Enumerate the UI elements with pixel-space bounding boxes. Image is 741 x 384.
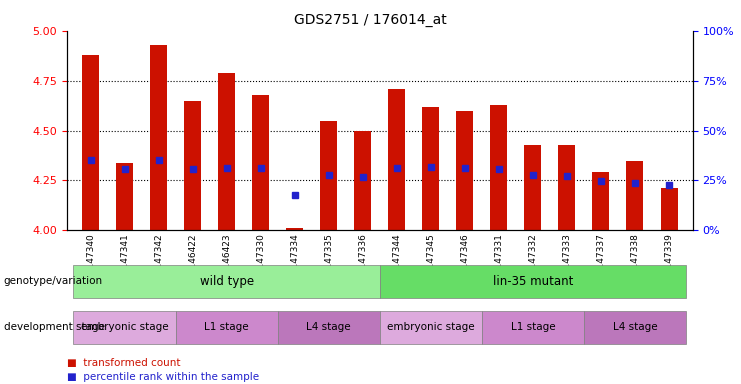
Text: development stage: development stage xyxy=(4,322,104,333)
Bar xyxy=(525,144,542,230)
Bar xyxy=(593,172,609,230)
Bar xyxy=(320,121,337,230)
Text: wild type: wild type xyxy=(199,275,253,288)
Text: L4 stage: L4 stage xyxy=(307,322,351,333)
Bar xyxy=(218,73,235,230)
Text: genotype/variation: genotype/variation xyxy=(4,276,103,286)
Bar xyxy=(116,162,133,230)
Text: L1 stage: L1 stage xyxy=(205,322,249,333)
Text: lin-35 mutant: lin-35 mutant xyxy=(493,275,573,288)
Text: ■  percentile rank within the sample: ■ percentile rank within the sample xyxy=(67,372,259,382)
Bar xyxy=(491,104,508,230)
Bar xyxy=(422,107,439,230)
Text: GDS2751 / 176014_at: GDS2751 / 176014_at xyxy=(294,13,447,27)
Bar xyxy=(150,45,167,230)
Text: embryonic stage: embryonic stage xyxy=(81,322,168,333)
Text: L1 stage: L1 stage xyxy=(511,322,555,333)
Bar xyxy=(660,189,677,230)
Bar xyxy=(82,55,99,230)
Bar xyxy=(354,131,371,230)
Text: L4 stage: L4 stage xyxy=(613,322,657,333)
Text: embryonic stage: embryonic stage xyxy=(387,322,475,333)
Text: ■  transformed count: ■ transformed count xyxy=(67,358,180,368)
Bar xyxy=(388,89,405,230)
Bar xyxy=(626,161,643,230)
Bar xyxy=(559,144,576,230)
Bar xyxy=(184,101,201,230)
Bar xyxy=(252,94,269,230)
Bar xyxy=(456,111,473,230)
Bar xyxy=(286,228,303,230)
